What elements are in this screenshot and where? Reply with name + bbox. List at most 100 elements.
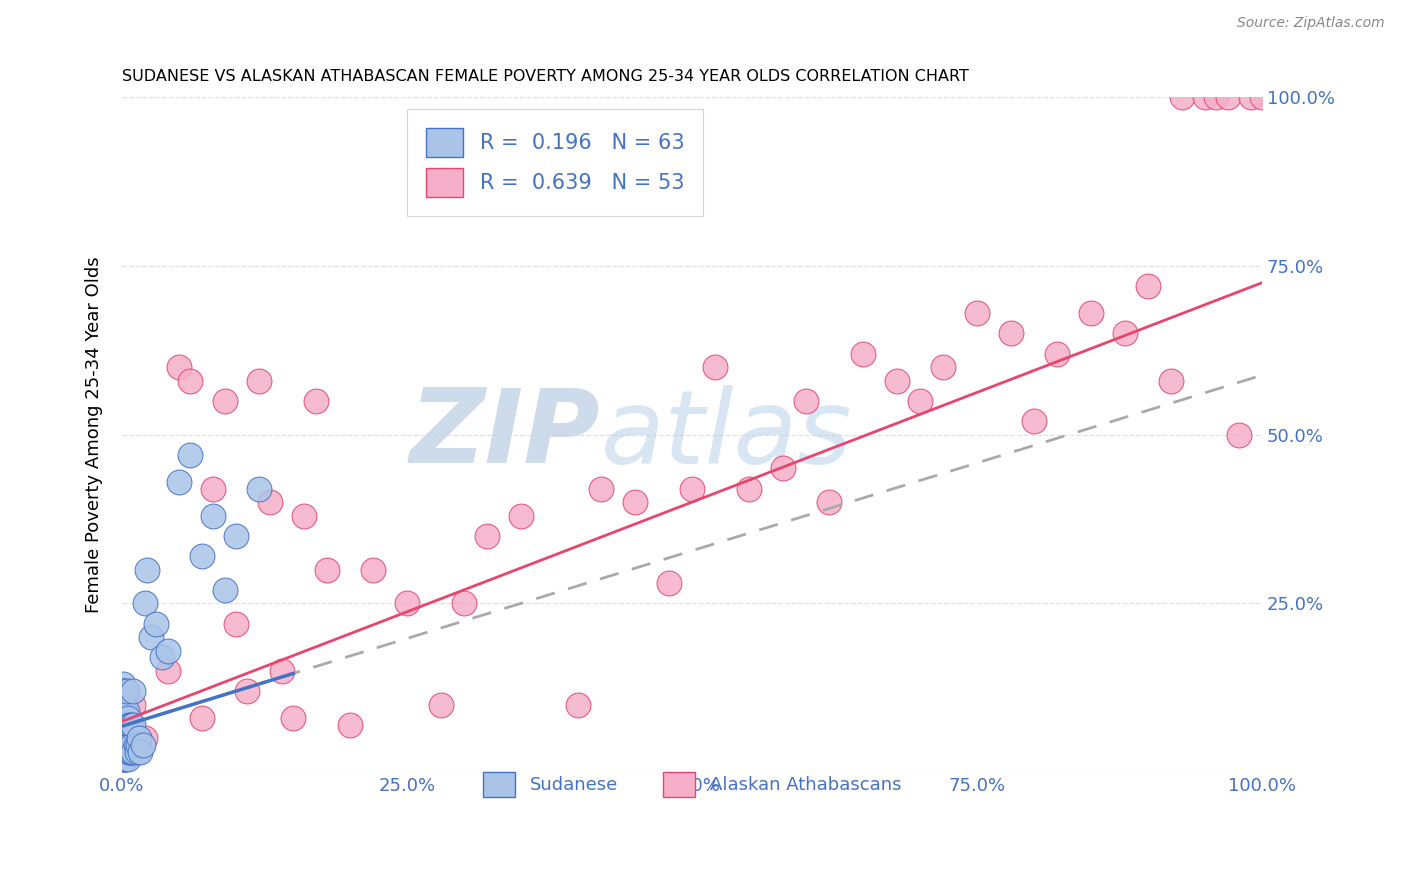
Point <box>567 698 589 712</box>
Point <box>156 664 179 678</box>
Point <box>118 718 141 732</box>
Point <box>134 596 156 610</box>
Point <box>247 482 270 496</box>
Point <box>624 495 647 509</box>
Point <box>703 360 725 375</box>
Text: atlas: atlas <box>600 384 852 484</box>
Point <box>114 704 136 718</box>
Point <box>475 529 498 543</box>
Point <box>247 374 270 388</box>
Point <box>966 306 988 320</box>
Point <box>120 745 142 759</box>
Point <box>236 684 259 698</box>
Point <box>112 738 135 752</box>
Point <box>112 684 135 698</box>
Point <box>125 738 148 752</box>
Point <box>1000 326 1022 341</box>
Point <box>167 475 190 489</box>
Point <box>114 684 136 698</box>
Point <box>886 374 908 388</box>
Point <box>214 393 236 408</box>
Point <box>114 751 136 765</box>
Point <box>395 596 418 610</box>
Point <box>738 482 761 496</box>
Point <box>259 495 281 509</box>
Point <box>112 751 135 765</box>
Point <box>122 745 145 759</box>
Point <box>1205 90 1227 104</box>
Point <box>1227 427 1250 442</box>
Point <box>114 724 136 739</box>
Point <box>150 650 173 665</box>
Point <box>1136 279 1159 293</box>
Point <box>112 711 135 725</box>
Point <box>120 718 142 732</box>
Point <box>658 576 681 591</box>
Point <box>772 461 794 475</box>
Point <box>112 704 135 718</box>
Point <box>294 508 316 523</box>
Point <box>932 360 955 375</box>
Point <box>214 582 236 597</box>
Point <box>589 482 612 496</box>
Point <box>136 563 159 577</box>
Point <box>202 508 225 523</box>
Point <box>1239 90 1261 104</box>
Point <box>112 751 135 765</box>
Point <box>118 745 141 759</box>
Point <box>112 731 135 746</box>
Point <box>128 731 150 746</box>
Point <box>316 563 339 577</box>
Point <box>118 745 141 759</box>
Point <box>125 745 148 759</box>
Point <box>1216 90 1239 104</box>
Point <box>1080 306 1102 320</box>
Point <box>112 698 135 712</box>
Point <box>114 751 136 765</box>
Point <box>112 711 135 725</box>
Point <box>115 724 138 739</box>
Point <box>179 448 201 462</box>
Point <box>122 718 145 732</box>
Point <box>305 393 328 408</box>
Text: Source: ZipAtlas.com: Source: ZipAtlas.com <box>1237 16 1385 30</box>
Point <box>191 549 214 563</box>
Point <box>112 738 135 752</box>
Text: SUDANESE VS ALASKAN ATHABASCAN FEMALE POVERTY AMONG 25-34 YEAR OLDS CORRELATION : SUDANESE VS ALASKAN ATHABASCAN FEMALE PO… <box>122 69 969 84</box>
Point <box>430 698 453 712</box>
Point <box>202 482 225 496</box>
Point <box>117 731 139 746</box>
Point <box>681 482 703 496</box>
Point <box>112 724 135 739</box>
Y-axis label: Female Poverty Among 25-34 Year Olds: Female Poverty Among 25-34 Year Olds <box>86 256 103 613</box>
Point <box>112 751 135 765</box>
Point <box>114 731 136 746</box>
Point <box>145 616 167 631</box>
Point <box>1022 414 1045 428</box>
Point <box>453 596 475 610</box>
Point <box>1160 374 1182 388</box>
Point <box>112 718 135 732</box>
Point <box>127 738 149 752</box>
Point <box>817 495 839 509</box>
Point <box>112 698 135 712</box>
Point <box>121 738 143 752</box>
Point <box>510 508 533 523</box>
Point <box>115 684 138 698</box>
Point <box>117 711 139 725</box>
Text: ZIP: ZIP <box>411 384 600 485</box>
Point <box>139 630 162 644</box>
Point <box>112 738 135 752</box>
Point <box>112 684 135 698</box>
Point <box>114 738 136 752</box>
Point <box>339 718 361 732</box>
Point <box>122 684 145 698</box>
Point <box>852 346 875 360</box>
Point <box>122 698 145 712</box>
Point <box>129 745 152 759</box>
Point <box>1114 326 1136 341</box>
Point <box>112 724 135 739</box>
Point <box>270 664 292 678</box>
Point <box>1194 90 1216 104</box>
Point <box>112 718 135 732</box>
